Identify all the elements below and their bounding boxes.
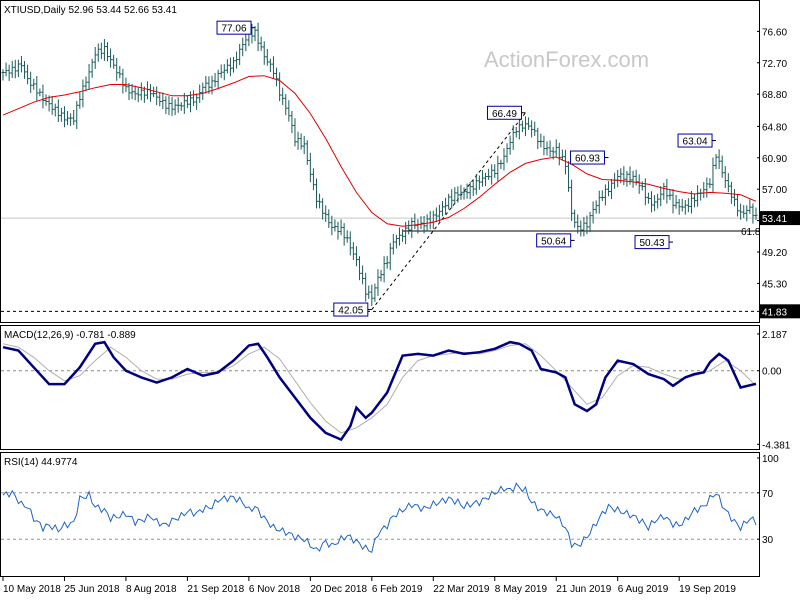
macd-layer: 2.187 0.00 -4.381 bbox=[1, 330, 791, 451]
fib-level-label: 61.8 bbox=[741, 227, 761, 238]
low-level-tag bbox=[760, 304, 800, 319]
annotation-label: 60.93 bbox=[575, 154, 600, 165]
price-y-label: 57.00 bbox=[762, 185, 787, 196]
annotation-box bbox=[677, 133, 713, 148]
rsi-y-label: 70 bbox=[762, 489, 774, 500]
price-y-label: 49.20 bbox=[762, 248, 787, 259]
annotation-box bbox=[216, 20, 252, 35]
x-tick-label: 25 Jun 2018 bbox=[64, 584, 119, 595]
macd-y-label: 0.00 bbox=[762, 367, 782, 378]
x-axis: 10 May 2018 25 Jun 2018 8 Aug 2018 21 Sep 2… bbox=[2, 577, 736, 595]
price-y-label: 76.60 bbox=[762, 27, 787, 38]
price-y-label: 60.90 bbox=[762, 154, 787, 165]
macd-title: MACD(12,26,9) -0.781 -0.889 bbox=[4, 330, 136, 341]
trendline bbox=[371, 112, 526, 310]
price-layer: 76.6072.7068.8064.8060.9057.0053.1049.20… bbox=[1, 20, 800, 319]
x-tick-label: 6 Aug 2019 bbox=[618, 584, 669, 595]
rsi-panel-frame bbox=[0, 452, 760, 577]
annotation-label: 50.43 bbox=[640, 238, 665, 249]
macd-signal-line bbox=[2, 343, 757, 434]
x-tick-label: 8 Aug 2018 bbox=[126, 584, 177, 595]
moving-average-line bbox=[2, 75, 757, 227]
rsi-layer: 100 70 30 bbox=[1, 454, 779, 554]
rsi-y-label: 100 bbox=[762, 454, 779, 465]
current-price-tag bbox=[760, 211, 800, 226]
x-tick-label: 6 Feb 2019 bbox=[372, 584, 423, 595]
rsi-y-label: 30 bbox=[762, 535, 774, 546]
annotation-box bbox=[536, 233, 572, 248]
x-tick-label: 19 Sep 2019 bbox=[679, 584, 736, 595]
annotation-label: 50.64 bbox=[541, 236, 566, 247]
macd-y-label: -4.381 bbox=[762, 440, 791, 451]
x-tick-label: 8 May 2019 bbox=[495, 584, 548, 595]
low-level-label: 41.83 bbox=[762, 307, 787, 318]
price-y-label: 64.80 bbox=[762, 122, 787, 133]
annotation-box bbox=[333, 302, 369, 317]
price-chart-title: XTIUSD,Daily 52.96 53.44 52.66 53.41 bbox=[4, 5, 177, 16]
annotation-box bbox=[569, 150, 605, 165]
annotation-box bbox=[486, 105, 522, 120]
x-tick-label: 21 Sep 2018 bbox=[187, 584, 244, 595]
price-panel-frame bbox=[0, 0, 760, 323]
watermark: ActionForex.com bbox=[484, 47, 649, 72]
x-tick-label: 20 Dec 2018 bbox=[310, 584, 367, 595]
price-y-label: 45.30 bbox=[762, 279, 787, 290]
rsi-line bbox=[2, 482, 757, 554]
annotation-label: 63.04 bbox=[683, 137, 708, 148]
price-y-label: 72.70 bbox=[762, 59, 787, 70]
annotation-label: 42.05 bbox=[338, 306, 363, 317]
x-tick-label: 6 Nov 2018 bbox=[249, 584, 301, 595]
macd-y-label: 2.187 bbox=[762, 330, 787, 341]
x-tick-label: 22 Mar 2019 bbox=[433, 584, 490, 595]
annotation-label: 66.49 bbox=[492, 109, 517, 120]
x-tick-label: 10 May 2018 bbox=[3, 584, 61, 595]
macd-line bbox=[2, 340, 757, 442]
annotation-box bbox=[634, 235, 670, 250]
rsi-title: RSI(14) 44.9774 bbox=[4, 457, 78, 468]
macd-panel-frame bbox=[0, 325, 760, 450]
x-tick-label: 21 Jun 2019 bbox=[556, 584, 611, 595]
current-price-label: 53.41 bbox=[762, 214, 787, 225]
price-y-label: 68.80 bbox=[762, 90, 787, 101]
annotation-label: 77.06 bbox=[222, 24, 247, 35]
